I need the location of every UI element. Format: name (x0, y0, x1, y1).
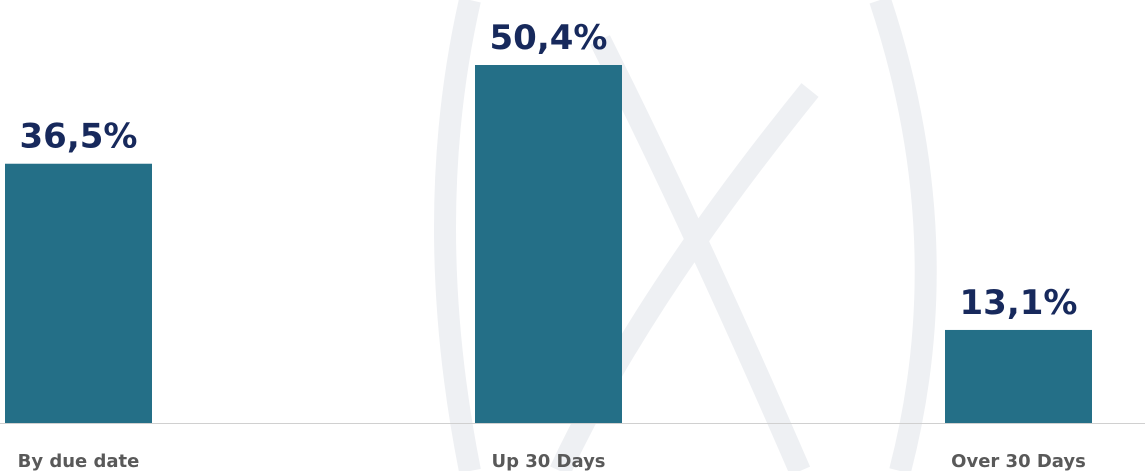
bar (5, 163, 152, 423)
value-label: 36,5% (20, 117, 138, 157)
value-label: 50,4% (490, 18, 608, 58)
x-tick-label: By due date (18, 451, 140, 471)
bar (945, 329, 1092, 423)
watermark-arc (434, 0, 481, 471)
watermark-arc (869, 0, 937, 471)
bar (475, 65, 622, 423)
x-tick-label: Over 30 Days (951, 451, 1086, 471)
x-tick-label: Up 30 Days (491, 451, 605, 471)
value-label: 13,1% (960, 283, 1078, 323)
watermark-arc (590, 35, 811, 471)
